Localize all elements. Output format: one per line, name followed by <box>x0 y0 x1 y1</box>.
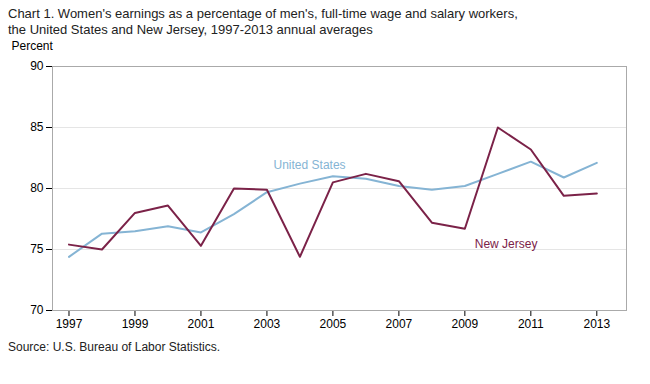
svg-text:1999: 1999 <box>122 317 149 331</box>
html-text:the United States and New Jers: the United States and New Jersey, 1997-2… <box>8 22 373 37</box>
svg-text:1997: 1997 <box>56 317 83 331</box>
svg-text:90: 90 <box>30 59 44 73</box>
svg-text:United States: United States <box>274 158 346 172</box>
svg-text:2007: 2007 <box>386 317 413 331</box>
html-text:Chart 1. Women's earnings as a: Chart 1. Women's earnings as a percentag… <box>8 6 518 21</box>
svg-text:Percent: Percent <box>12 39 54 53</box>
svg-text:New Jersey: New Jersey <box>475 237 538 251</box>
svg-text:2001: 2001 <box>188 317 215 331</box>
svg-text:2013: 2013 <box>583 317 610 331</box>
svg-text:70: 70 <box>30 303 44 317</box>
svg-text:2009: 2009 <box>452 317 479 331</box>
svg-text:80: 80 <box>30 181 44 195</box>
html-text:Source: U.S. Bureau of Labor S: Source: U.S. Bureau of Labor Statistics. <box>8 340 221 354</box>
svg-text:2011: 2011 <box>518 317 544 331</box>
svg-text:85: 85 <box>30 120 44 134</box>
svg-text:2005: 2005 <box>320 317 347 331</box>
svg-text:75: 75 <box>30 242 44 256</box>
svg-text:2003: 2003 <box>254 317 281 331</box>
